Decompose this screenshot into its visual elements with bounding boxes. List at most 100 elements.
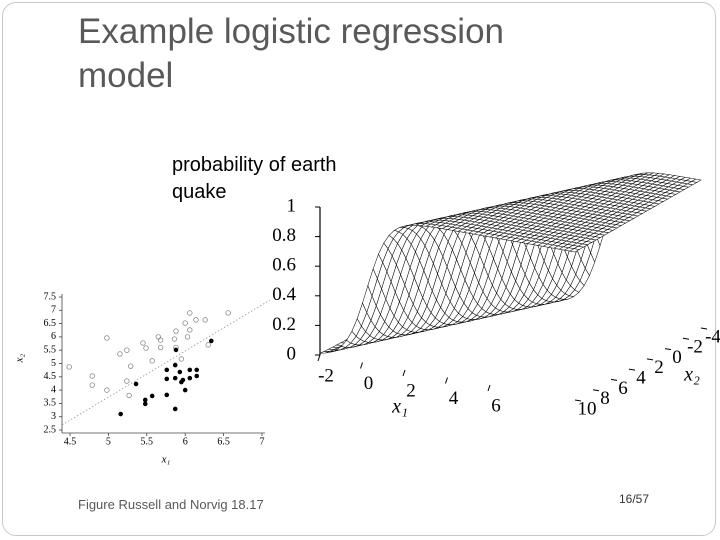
slide-title: Example logistic regression model bbox=[78, 12, 505, 95]
data-point bbox=[187, 327, 193, 333]
data-point bbox=[172, 375, 178, 381]
x-tick bbox=[445, 377, 448, 384]
y-tick bbox=[574, 399, 582, 402]
annotation: probability of earth quake bbox=[172, 154, 337, 203]
data-point bbox=[209, 338, 214, 344]
x-tick bbox=[487, 384, 491, 392]
data-point bbox=[124, 378, 130, 384]
data-point bbox=[164, 376, 170, 382]
x-tick-label: 5.5 bbox=[141, 436, 154, 447]
data-point bbox=[104, 387, 110, 393]
y-tick bbox=[628, 368, 636, 371]
x-tick-label: 5 bbox=[106, 436, 111, 447]
data-point bbox=[182, 387, 188, 393]
surface-mesh bbox=[319, 172, 702, 354]
data-point bbox=[89, 382, 95, 388]
data-point bbox=[173, 328, 179, 334]
data-point bbox=[157, 344, 164, 351]
y-tick-label: 2 bbox=[654, 357, 664, 378]
data-point bbox=[194, 367, 200, 373]
data-point bbox=[177, 369, 183, 375]
data-point bbox=[143, 345, 149, 351]
x-tick-label: 7 bbox=[260, 436, 265, 447]
y-tick-label: 3.5 bbox=[44, 398, 57, 409]
data-point bbox=[187, 375, 193, 381]
y-tick-label: 0 bbox=[672, 347, 682, 368]
data-point bbox=[187, 310, 193, 316]
z-tick-label: 1 bbox=[287, 195, 297, 216]
y-tick-label: 4.5 bbox=[44, 371, 57, 382]
x-tick-label: 6.5 bbox=[217, 436, 230, 447]
data-point bbox=[149, 393, 155, 399]
data-point bbox=[127, 363, 134, 369]
x-tick-label: 2 bbox=[406, 380, 416, 401]
data-point bbox=[172, 362, 178, 368]
y-axis-label: x₂ bbox=[14, 353, 26, 363]
y-tick-label: 7.5 bbox=[44, 291, 57, 302]
y-tick-label: 6.5 bbox=[44, 318, 57, 329]
y-tick-label: 2.5 bbox=[44, 424, 57, 435]
z-tick-label: 0 bbox=[287, 343, 297, 364]
y-tick bbox=[646, 358, 654, 361]
y-tick-label: 7 bbox=[51, 305, 56, 316]
data-point bbox=[133, 381, 139, 387]
y-tick-label: 5.5 bbox=[44, 344, 57, 355]
y-tick-label: -4 bbox=[705, 326, 720, 347]
y-tick bbox=[682, 337, 690, 340]
separator-line bbox=[61, 299, 271, 426]
data-point bbox=[202, 317, 208, 323]
y-axis-label: x₂ bbox=[683, 364, 700, 386]
y-tick bbox=[700, 327, 708, 330]
data-point bbox=[205, 342, 211, 348]
data-point bbox=[142, 397, 148, 403]
data-point bbox=[187, 367, 193, 373]
y-tick-label: 4 bbox=[636, 368, 646, 389]
y-tick-label: 4 bbox=[51, 384, 56, 395]
x-tick bbox=[317, 354, 321, 362]
data-point bbox=[149, 358, 155, 364]
y-tick-label: -2 bbox=[687, 337, 703, 358]
z-tick-label: 0.6 bbox=[272, 255, 296, 276]
z-tick-label: 0.4 bbox=[272, 284, 296, 305]
y-tick-label: 5 bbox=[51, 358, 56, 369]
x-tick-label: 4.5 bbox=[64, 436, 77, 447]
z-tick-label: 0.8 bbox=[272, 225, 296, 246]
data-point bbox=[173, 347, 179, 353]
x-tick-label: 4 bbox=[449, 388, 459, 409]
data-point bbox=[157, 337, 164, 343]
y-tick-label: 3 bbox=[51, 411, 56, 422]
data-point bbox=[193, 317, 199, 323]
data-point bbox=[118, 411, 123, 417]
data-point bbox=[155, 334, 162, 340]
y-tick bbox=[610, 378, 618, 381]
y-tick-label: 10 bbox=[578, 398, 597, 419]
x-tick bbox=[360, 362, 363, 369]
data-point bbox=[178, 356, 185, 362]
data-point bbox=[172, 406, 178, 412]
data-point bbox=[194, 373, 200, 379]
data-point bbox=[117, 351, 123, 357]
x-tick-label: -2 bbox=[318, 365, 334, 386]
data-point bbox=[225, 310, 231, 316]
y-tick bbox=[664, 348, 672, 351]
data-point bbox=[89, 373, 95, 379]
x-axis-label: x₁ bbox=[161, 454, 171, 466]
data-point bbox=[142, 401, 148, 407]
x-tick-label: 6 bbox=[491, 395, 501, 416]
data-point bbox=[104, 335, 110, 341]
x-tick bbox=[402, 369, 406, 377]
y-tick bbox=[592, 389, 600, 392]
data-point bbox=[140, 340, 146, 346]
page-number: 16/57 bbox=[619, 492, 650, 506]
data-point bbox=[164, 392, 170, 398]
data-point bbox=[164, 367, 170, 373]
data-point bbox=[66, 364, 72, 370]
z-tick-label: 0.2 bbox=[272, 314, 296, 335]
surface-cell bbox=[319, 351, 330, 354]
data-point bbox=[126, 392, 132, 399]
data-point bbox=[182, 320, 188, 326]
x-tick-label: 0 bbox=[364, 373, 374, 394]
